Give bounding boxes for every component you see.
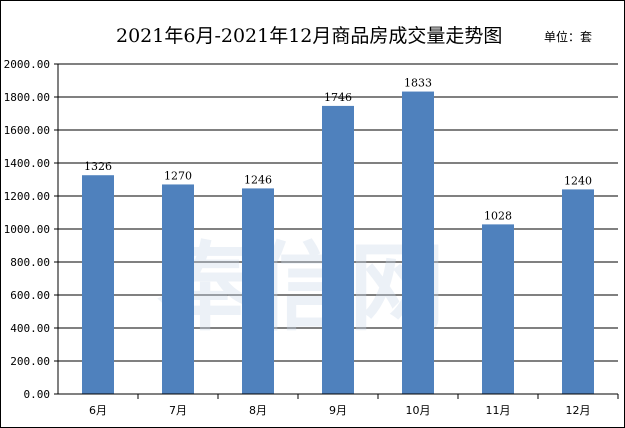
- y-tick-label: 800.00: [10, 256, 50, 269]
- y-tick-label: 1600.00: [4, 124, 50, 137]
- bar-3: [242, 188, 274, 394]
- x-category-label: 7月: [169, 404, 187, 417]
- bar-5: [402, 91, 434, 395]
- y-tick-label: 1000.00: [4, 223, 50, 236]
- y-tick-label: 400.00: [10, 322, 50, 335]
- chart-title: 2021年6月-2021年12月商品房成交量走势图: [116, 25, 503, 47]
- data-label: 1270: [164, 169, 192, 182]
- data-label: 1246: [244, 173, 272, 186]
- unit-label: 单位：套: [544, 30, 593, 44]
- x-category-label: 8月: [249, 404, 267, 417]
- x-category-label: 10月: [406, 404, 431, 417]
- y-tick-label: 2000.00: [4, 58, 50, 71]
- data-label: 1746: [324, 91, 352, 104]
- data-label: 1240: [564, 174, 592, 187]
- y-tick-label: 1200.00: [4, 190, 50, 203]
- y-tick-label: 1800.00: [4, 91, 50, 104]
- x-category-label: 12月: [566, 404, 591, 417]
- data-label: 1028: [484, 209, 512, 222]
- bar-4: [322, 105, 354, 394]
- y-tick-label: 0.00: [24, 388, 51, 401]
- watermark-logo: 奉信网: [157, 232, 445, 344]
- bar-7: [562, 189, 594, 394]
- x-category-label: 6月: [89, 404, 107, 417]
- x-category-label: 9月: [329, 404, 347, 417]
- bar-2: [162, 184, 194, 394]
- data-label: 1326: [84, 160, 112, 173]
- x-category-label: 11月: [486, 404, 511, 417]
- y-tick-label: 1400.00: [4, 157, 50, 170]
- y-tick-label: 600.00: [10, 289, 50, 302]
- y-tick-label: 200.00: [10, 355, 50, 368]
- bar-1: [82, 175, 114, 394]
- data-label: 1833: [404, 77, 432, 90]
- bar-6: [482, 224, 514, 394]
